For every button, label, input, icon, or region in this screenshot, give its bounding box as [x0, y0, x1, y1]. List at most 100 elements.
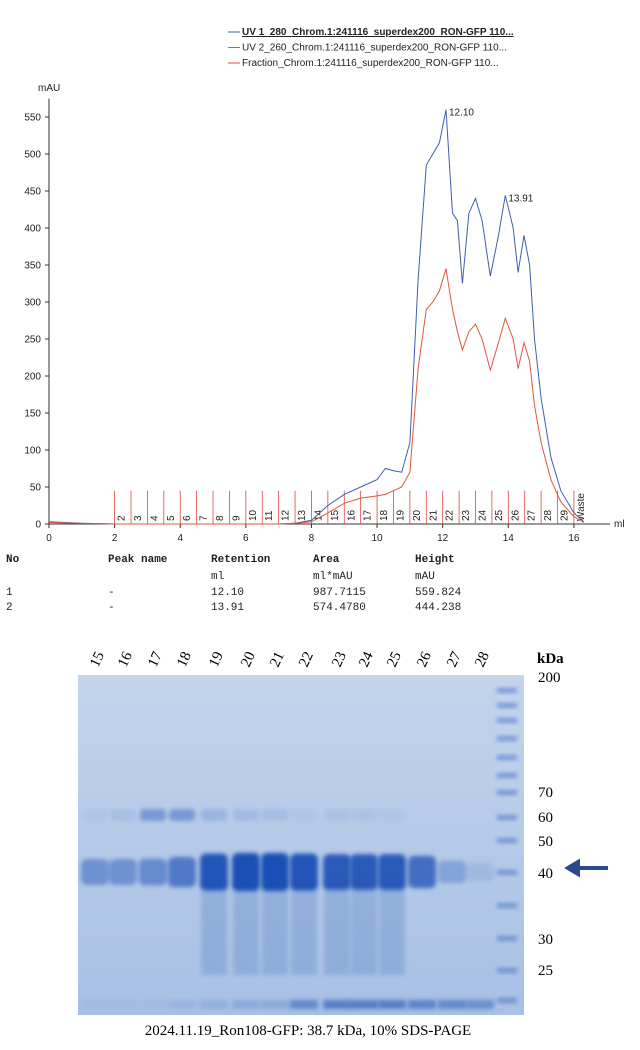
- band: [233, 809, 259, 821]
- dye-front: [438, 1000, 466, 1009]
- table-cell: -: [108, 602, 115, 614]
- lane-label: 15: [87, 649, 108, 669]
- fraction-label: 28: [543, 509, 554, 521]
- ladder-band: [497, 815, 517, 820]
- y-axis-label: mAU: [38, 83, 60, 94]
- lane-label: 25: [384, 649, 405, 669]
- ladder-band: [497, 773, 517, 778]
- fraction-label: 13: [297, 509, 308, 521]
- dye-front: [261, 1000, 289, 1009]
- dye-front: [200, 1000, 228, 1009]
- marker-label: 40: [538, 866, 553, 882]
- ladder-band: [497, 936, 517, 941]
- lane-label: 16: [115, 649, 136, 670]
- x-tick-label: 4: [177, 533, 183, 544]
- y-tick-label: 550: [24, 113, 41, 124]
- band: [408, 855, 436, 889]
- fraction-label: 20: [412, 509, 423, 521]
- peak-annotation: 12.10: [449, 108, 474, 119]
- smear: [291, 880, 317, 975]
- y-tick-label: 500: [24, 150, 41, 161]
- marker-label: 60: [538, 810, 553, 826]
- ladder-band: [497, 688, 517, 693]
- peak-annotation: 13.91: [508, 193, 533, 204]
- ladder-band: [497, 736, 517, 741]
- dye-front: [109, 1000, 137, 1009]
- table-header: Peak name: [108, 554, 168, 566]
- x-axis-label: ml: [614, 519, 625, 530]
- table-cell: 2: [6, 602, 13, 614]
- ladder-band: [497, 998, 517, 1003]
- dye-front: [139, 1000, 167, 1009]
- dye-front: [290, 1000, 318, 1009]
- band: [169, 809, 195, 821]
- band: [466, 862, 494, 882]
- legend-entry: UV 2_260_Chrom.1:241116_superdex200_RON-…: [242, 43, 507, 54]
- series-line: [48, 109, 585, 525]
- fraction-label: 27: [527, 509, 538, 521]
- gel: 2024.11.19_Ron108-GFP: 38.7 kDa, 10% SDS…: [78, 649, 608, 1039]
- ladder-band: [497, 903, 517, 908]
- smear: [351, 880, 377, 975]
- fraction-label: 12: [281, 509, 292, 521]
- fraction-label: 18: [379, 509, 390, 521]
- y-tick-label: 300: [24, 298, 41, 309]
- fraction-label: 9: [231, 515, 242, 521]
- smear: [233, 880, 259, 975]
- y-tick-label: 450: [24, 187, 41, 198]
- table-cell: 444.238: [415, 602, 461, 614]
- y-tick-label: 400: [24, 224, 41, 235]
- table-header: Area: [313, 554, 340, 566]
- lane-label: 17: [145, 649, 166, 670]
- fraction-label: 4: [149, 515, 160, 521]
- lane-label: 18: [174, 649, 195, 669]
- legend-entry: Fraction_Chrom.1:241116_superdex200_RON-…: [242, 58, 499, 69]
- table-cell: 574.4780: [313, 602, 366, 614]
- table-unit: ml*mAU: [313, 571, 353, 583]
- x-tick-label: 14: [503, 533, 515, 544]
- unit-label: kDa: [537, 651, 564, 667]
- fraction-label: 10: [248, 509, 259, 521]
- band: [323, 854, 351, 890]
- legend-entry: UV 1_280_Chrom.1:241116_superdex200_RON-…: [242, 27, 514, 38]
- marker-label: 25: [538, 963, 553, 979]
- y-tick-label: 350: [24, 261, 41, 272]
- lane-label: 24: [356, 649, 377, 670]
- band: [168, 856, 196, 888]
- fraction-label: 5: [166, 515, 177, 521]
- x-tick-label: 6: [243, 533, 249, 544]
- dye-front: [350, 1000, 378, 1009]
- fraction-label: 26: [510, 509, 521, 521]
- band: [438, 860, 466, 884]
- lane-label: 21: [267, 649, 288, 669]
- table-header: Height: [415, 554, 455, 566]
- ladder-band: [497, 870, 517, 875]
- y-tick-label: 200: [24, 372, 41, 383]
- fraction-label: 14: [313, 509, 324, 521]
- marker-label: 70: [538, 785, 553, 801]
- band: [81, 859, 109, 885]
- band: [139, 858, 167, 886]
- smear: [324, 880, 350, 975]
- table-unit: mAU: [415, 571, 435, 583]
- fraction-label: 21: [428, 509, 439, 521]
- band: [109, 859, 137, 885]
- x-tick-label: 2: [112, 533, 118, 544]
- fraction-label: 23: [461, 509, 472, 521]
- table-cell: 987.7115: [313, 587, 366, 599]
- ladder-band: [497, 790, 517, 795]
- smear: [379, 880, 405, 975]
- fraction-label: 3: [133, 515, 144, 521]
- band: [290, 853, 318, 891]
- lane-label: 20: [238, 649, 259, 669]
- chromatogram: mAU ml 050100150200250300350400450500550…: [24, 27, 624, 544]
- lane-label: 19: [206, 649, 227, 669]
- lane-label: 27: [444, 649, 465, 670]
- dye-front: [408, 1000, 436, 1009]
- band: [351, 809, 377, 821]
- series-line: [48, 268, 585, 525]
- ladder-band: [497, 703, 517, 708]
- x-tick-label: 8: [309, 533, 315, 544]
- lane-label: 23: [329, 649, 350, 669]
